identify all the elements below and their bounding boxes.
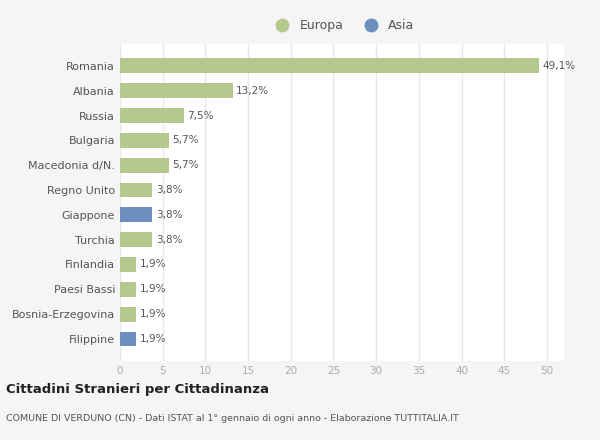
Text: 3,8%: 3,8% <box>156 235 182 245</box>
Bar <box>120 307 136 322</box>
Bar <box>120 183 152 198</box>
Text: 5,7%: 5,7% <box>172 160 199 170</box>
Text: 3,8%: 3,8% <box>156 185 182 195</box>
Text: 1,9%: 1,9% <box>140 334 166 344</box>
Text: 1,9%: 1,9% <box>140 284 166 294</box>
Bar <box>120 59 539 73</box>
Text: 49,1%: 49,1% <box>542 61 576 71</box>
Bar <box>120 282 136 297</box>
Bar <box>120 133 169 148</box>
Bar <box>120 257 136 272</box>
Text: 13,2%: 13,2% <box>236 86 269 95</box>
Text: Cittadini Stranieri per Cittadinanza: Cittadini Stranieri per Cittadinanza <box>6 383 269 396</box>
Bar <box>120 108 184 123</box>
Legend: Europa, Asia: Europa, Asia <box>267 17 417 35</box>
Text: 1,9%: 1,9% <box>140 260 166 269</box>
Bar <box>120 158 169 172</box>
Text: 1,9%: 1,9% <box>140 309 166 319</box>
Text: 7,5%: 7,5% <box>187 110 214 121</box>
Text: 5,7%: 5,7% <box>172 136 199 145</box>
Bar <box>120 207 152 222</box>
Text: COMUNE DI VERDUNO (CN) - Dati ISTAT al 1° gennaio di ogni anno - Elaborazione TU: COMUNE DI VERDUNO (CN) - Dati ISTAT al 1… <box>6 414 459 422</box>
Bar <box>120 83 233 98</box>
Bar <box>120 232 152 247</box>
Text: 3,8%: 3,8% <box>156 210 182 220</box>
Bar <box>120 331 136 346</box>
